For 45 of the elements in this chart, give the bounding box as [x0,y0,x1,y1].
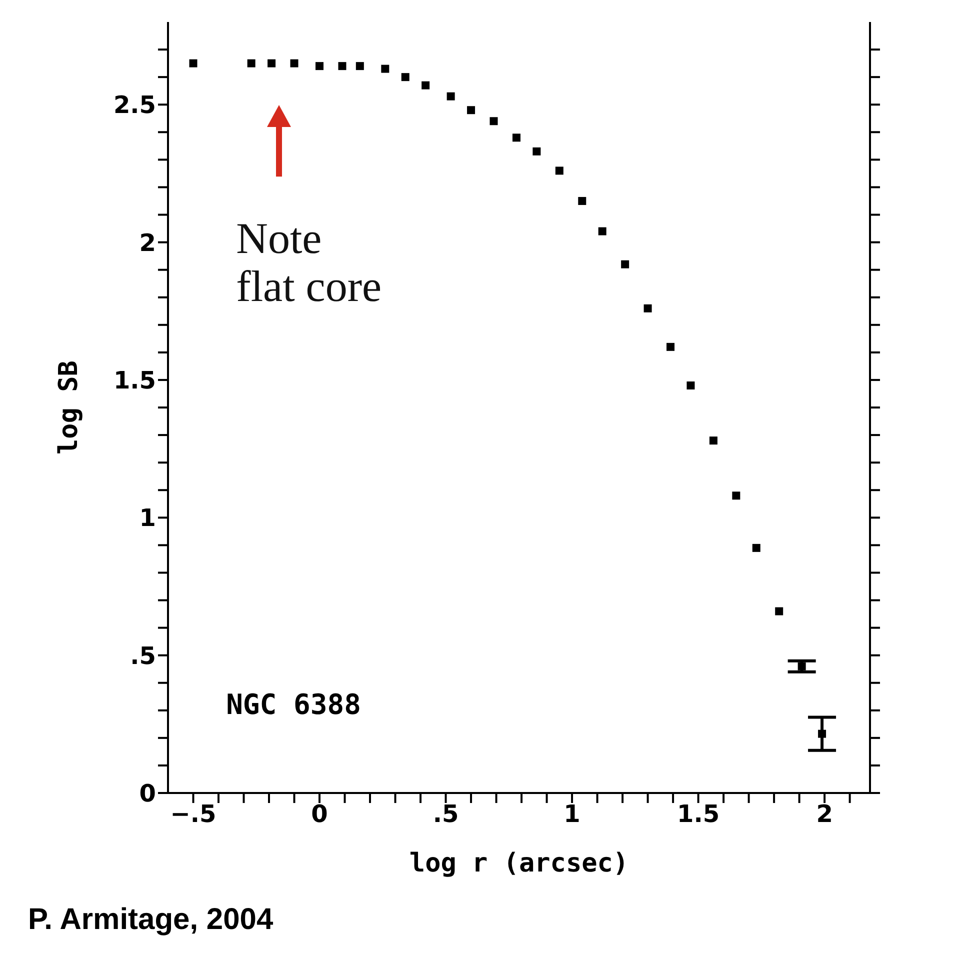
point [446,92,455,100]
point [578,196,586,205]
point [732,492,740,500]
point [598,227,606,236]
point [268,59,276,68]
y-tick-label: 1 [139,504,156,532]
x-tick-label: .5 [432,800,459,828]
y-tick-label: 2 [139,228,156,257]
point [512,134,520,142]
annotation: Note flat core [236,214,382,311]
y-tick-label: 2.5 [113,91,156,120]
point [467,106,476,114]
point [401,73,410,82]
point [666,342,675,351]
y-tick-label: 0 [139,780,156,808]
x-tick-label: 1 [564,800,580,828]
point [752,544,760,552]
point [189,59,198,68]
point [555,166,564,175]
point [247,59,256,68]
point [621,260,630,268]
y-tick-label: .5 [130,642,156,670]
point [316,62,324,70]
x-tick-label: 0 [311,800,328,828]
y-axis-title: log SB [54,360,84,454]
point [818,730,826,738]
text: P. Armitage, 2004 [28,903,274,937]
x-tick-label: −.5 [170,800,216,828]
point [290,59,298,68]
point [686,381,695,390]
point [644,304,652,312]
point [356,62,364,70]
point [422,81,430,90]
annotation: NGC 6388 [226,688,361,722]
point [709,436,718,445]
point [490,117,498,126]
point [338,62,346,70]
point [532,147,541,156]
point [775,607,784,616]
point [381,64,390,73]
x-tick-label: 2 [816,800,833,828]
y-tick-label: 1.5 [113,366,156,394]
x-axis-title: log r (arcsec) [409,848,629,878]
point [798,662,806,670]
x-tick-label: 1.5 [677,800,720,828]
